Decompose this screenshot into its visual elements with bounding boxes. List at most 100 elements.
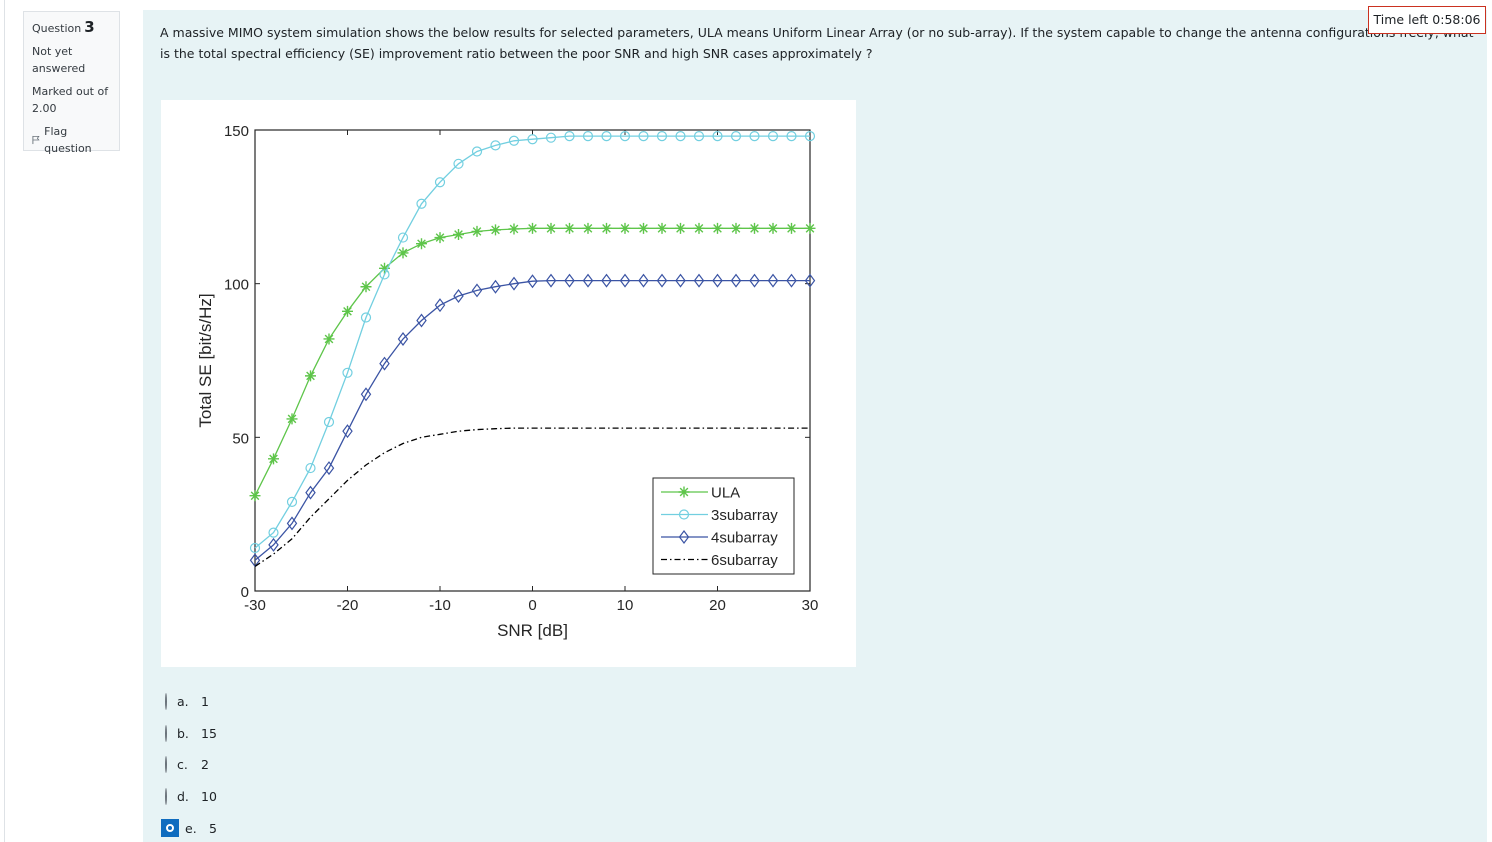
data-point-ula (249, 490, 261, 502)
data-point-4subarray (693, 273, 705, 288)
data-point-3subarray (601, 131, 612, 142)
data-point-4subarray (656, 273, 668, 288)
data-point-3subarray (675, 131, 686, 142)
data-point-ula (305, 370, 316, 382)
data-point-3subarray (453, 158, 464, 169)
answer-text: 10 (201, 789, 217, 805)
page-left-border (4, 0, 5, 842)
data-point-4subarray (490, 279, 501, 294)
data-point-4subarray (268, 537, 279, 552)
legend-label: ULA (711, 485, 740, 502)
data-point-3subarray (619, 131, 631, 142)
legend-label: 4subarray (711, 530, 778, 547)
radio-button[interactable] (161, 819, 179, 838)
data-point-ula (804, 222, 816, 234)
data-point-3subarray (527, 134, 538, 145)
radio-button[interactable] (165, 724, 177, 742)
series-line-ula (254, 227, 810, 496)
data-point-ula (527, 222, 538, 234)
data-point-3subarray (416, 198, 427, 209)
question-state: Not yet answered (32, 45, 86, 75)
data-point-3subarray (786, 131, 797, 142)
data-point-3subarray (268, 527, 279, 538)
flag-question-button[interactable]: Flag question (32, 123, 111, 157)
data-point-ula (712, 222, 723, 234)
data-point-4subarray (601, 273, 612, 288)
radio-circle-icon (165, 724, 167, 742)
data-point-3subarray (379, 269, 390, 280)
data-point-ula (490, 224, 501, 236)
data-point-4subarray (749, 273, 760, 288)
data-point-ula (323, 333, 335, 345)
data-point-3subarray (249, 542, 261, 554)
data-point-4subarray (767, 273, 779, 288)
x-tick-label: 0 (528, 597, 536, 614)
data-point-ula (268, 453, 279, 465)
x-tick-label: 20 (709, 597, 726, 614)
data-point-3subarray (397, 232, 409, 243)
data-point-3subarray (712, 131, 723, 142)
x-axis-label: SNR [dB] (497, 621, 568, 640)
answer-option-c[interactable]: c. 2 (165, 749, 217, 781)
answer-letter: a. (177, 694, 189, 710)
data-point-3subarray (564, 131, 575, 142)
data-point-ula (619, 222, 631, 234)
answer-text: 2 (201, 757, 209, 773)
data-point-4subarray (638, 273, 649, 288)
data-point-3subarray (693, 131, 705, 142)
data-point-3subarray (434, 177, 446, 188)
legend-marker (678, 486, 690, 498)
flag-question-label: Flag question (44, 125, 92, 155)
data-point-3subarray (582, 131, 594, 142)
data-point-ula (656, 222, 668, 234)
data-point-ula (601, 222, 612, 234)
answer-option-d[interactable]: d. 10 (165, 781, 217, 813)
data-point-3subarray (342, 367, 353, 378)
time-left-timer: Time left 0:58:06 (1368, 6, 1486, 34)
answer-letter: c. (177, 757, 188, 773)
data-point-ula (286, 413, 298, 425)
data-point-3subarray (804, 131, 816, 142)
radio-circle-icon (165, 788, 167, 806)
data-point-3subarray (360, 312, 372, 323)
y-tick-label: 100 (224, 277, 249, 294)
radio-button[interactable] (165, 756, 177, 774)
answer-letter: e. (185, 820, 197, 836)
data-point-4subarray (619, 273, 631, 288)
data-point-3subarray (305, 462, 316, 474)
x-tick-label: -10 (429, 597, 451, 614)
radio-button[interactable] (165, 788, 177, 806)
answer-text: 5 (209, 820, 217, 836)
data-point-4subarray (675, 273, 686, 288)
data-point-ula (471, 225, 483, 237)
data-point-4subarray (582, 273, 594, 288)
data-point-4subarray (453, 288, 464, 303)
data-point-ula (749, 222, 760, 234)
data-point-3subarray (767, 131, 779, 142)
y-tick-label: 150 (224, 123, 249, 140)
data-point-4subarray (508, 276, 520, 291)
data-point-ula (545, 222, 557, 234)
data-point-3subarray (286, 496, 298, 507)
answer-option-e[interactable]: e. 5 (161, 812, 217, 842)
data-point-3subarray (323, 416, 335, 428)
data-point-3subarray (730, 131, 742, 142)
answer-letter: d. (177, 789, 189, 805)
radio-button[interactable] (165, 693, 177, 711)
question-text: A massive MIMO system simulation shows t… (160, 25, 1473, 61)
data-point-4subarray (545, 273, 557, 288)
data-point-ula (638, 222, 649, 234)
data-point-ula (342, 305, 353, 317)
question-grade: Marked out of 2.00 (32, 85, 109, 115)
data-point-4subarray (360, 387, 372, 402)
data-point-3subarray (508, 135, 520, 146)
data-point-ula (416, 238, 427, 250)
series-line-4subarray (254, 279, 810, 561)
answer-option-a[interactable]: a. 1 (165, 686, 217, 718)
radio-circle-icon (165, 693, 167, 711)
data-point-4subarray (564, 273, 575, 288)
radio-circle-icon (164, 822, 176, 835)
data-point-ula (730, 222, 742, 234)
answer-option-b[interactable]: b. 15 (165, 718, 217, 750)
y-tick-label: 0 (241, 584, 249, 601)
